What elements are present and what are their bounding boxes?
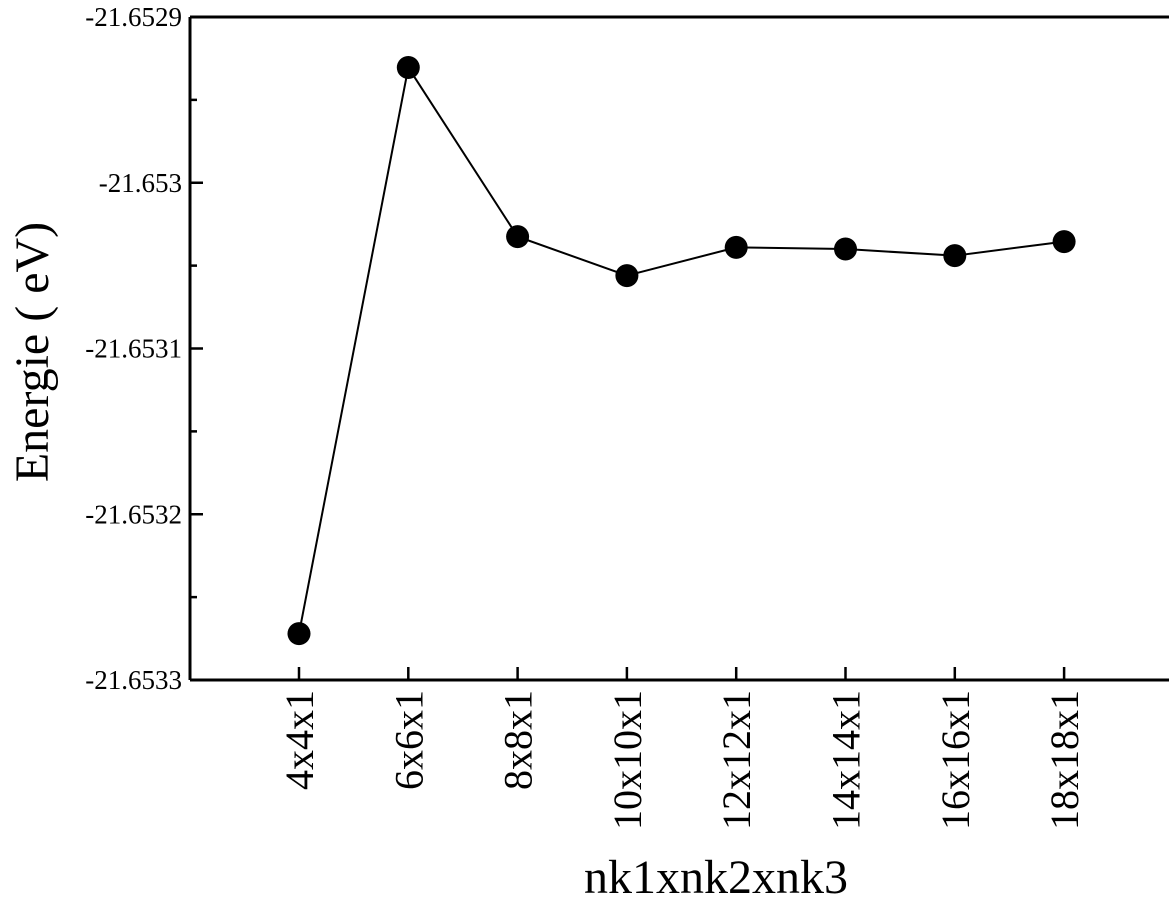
x-axis: 4x4x1 6x6x1 8x8x1 10x10x1 12x12x1 14x14x1 16x1…	[277, 667, 1087, 830]
data-point	[943, 244, 967, 268]
x-tick-label: 12x12x1	[714, 690, 759, 830]
x-axis-title: nk1xnk2xnk3	[584, 851, 848, 902]
y-tick-label: -21.653	[99, 168, 182, 198]
x-tick-label: 4x4x1	[277, 690, 322, 790]
x-tick-label: 10x10x1	[605, 690, 650, 830]
data-point	[724, 235, 748, 259]
x-tick-label: 6x6x1	[386, 690, 431, 790]
y-tick-label: -21.6533	[85, 665, 182, 695]
data-point	[1052, 230, 1076, 254]
series-layer	[287, 56, 1076, 646]
y-axis: -21.6533 -21.6532 -21.6531 -21.653 -21.6529	[85, 2, 203, 695]
y-tick-label: -21.6532	[85, 499, 182, 529]
data-point	[834, 237, 857, 261]
y-tick-label: -21.6529	[85, 2, 182, 32]
x-tick-label: 14x14x1	[824, 690, 869, 830]
y-tick-label: -21.6531	[85, 334, 182, 364]
data-point	[615, 264, 639, 288]
plot-frame	[188, 15, 1169, 682]
data-point	[396, 56, 420, 80]
data-point	[506, 225, 530, 249]
series-line	[298, 64, 1065, 634]
x-tick-label: 18x18x1	[1042, 690, 1087, 830]
data-point	[287, 622, 311, 646]
x-tick-label: 16x16x1	[933, 690, 978, 830]
x-tick-label: 8x8x1	[496, 690, 541, 790]
y-axis-title: Energie ( eV)	[6, 222, 59, 482]
